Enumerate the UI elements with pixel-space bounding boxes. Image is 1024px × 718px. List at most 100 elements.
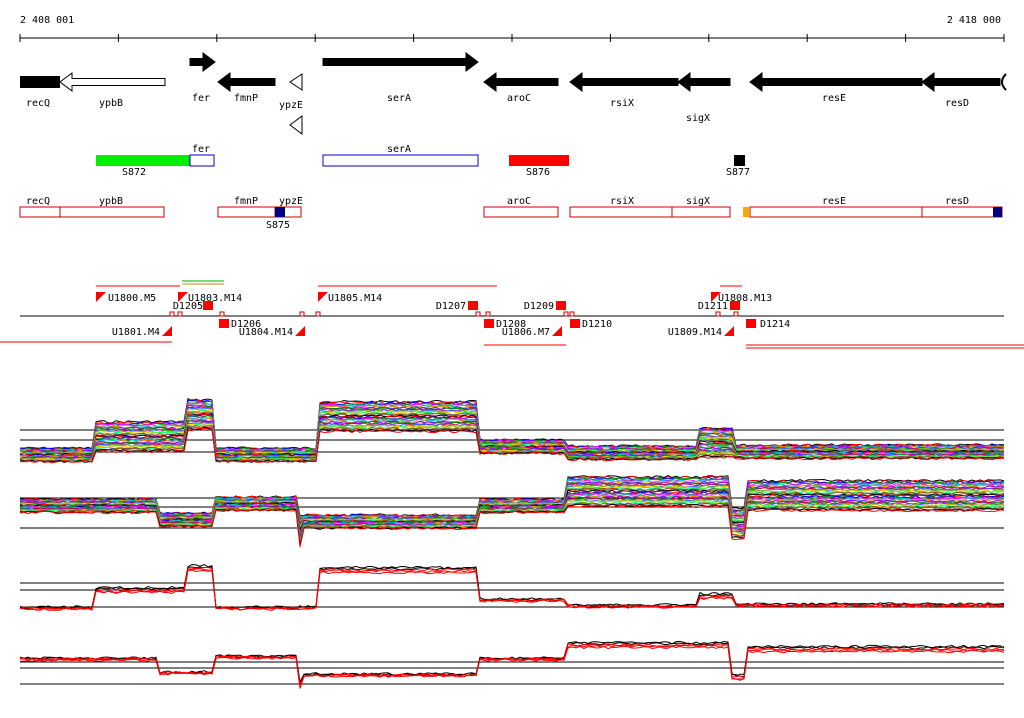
downshift-marker (730, 301, 740, 310)
gene-rsiX (569, 72, 679, 92)
outline-box-ypbB (59, 206, 165, 218)
ruler-end-coordinate: 2 418 000 (947, 15, 1001, 26)
expression-profile-line (19, 427, 1005, 464)
outline-box-rsiX (569, 206, 673, 218)
shift-connector (177, 311, 183, 317)
gene-label-resD: resD (945, 98, 969, 109)
downshift-marker (556, 301, 566, 310)
outline-label-ypzE: ypzE (279, 196, 303, 207)
upshift-marker (711, 292, 721, 302)
shift-connector (299, 311, 305, 317)
gene-label-fmnP: fmnP (234, 93, 258, 104)
outline-box-sigX (671, 206, 731, 218)
outline-label-resD: resD (945, 196, 969, 207)
outline-label-resE: resE (822, 196, 846, 207)
outline-box-fmnP (217, 206, 276, 218)
gene-label-ypzE: ypzE (279, 100, 303, 111)
gene-aroC (483, 72, 559, 92)
outline-label-S875: S875 (266, 220, 290, 231)
downshift-marker (746, 319, 756, 328)
downshift-marker (468, 301, 478, 310)
upshift-label: U1808.M13 (718, 293, 772, 304)
segment-serA-box (322, 154, 479, 167)
gene-recQ (20, 76, 60, 88)
downshift-marker (203, 301, 213, 310)
expression-profiles (19, 397, 1005, 689)
outline-marker-blue (275, 207, 285, 217)
expression-profile-line (20, 645, 1005, 689)
gene-resD (921, 72, 1001, 92)
gene-edge-mark (1001, 73, 1007, 91)
gene-fer (189, 52, 216, 72)
expression-panel (19, 397, 1005, 464)
segment-green (96, 155, 190, 166)
gene-label-fer: fer (192, 93, 210, 104)
upshift-label: U1805.M14 (328, 293, 382, 304)
downshift-marker (484, 319, 494, 328)
segment-label-serA: serA (387, 144, 411, 155)
gene-label-recQ: recQ (26, 98, 50, 109)
shift-connector (169, 311, 175, 317)
expression-profile-line (19, 644, 1005, 687)
upshift-label: U1809.M14 (668, 327, 722, 338)
gene-resE (749, 72, 923, 92)
downshift-label: D1211 (698, 301, 728, 312)
outline-box-aroC (483, 206, 559, 218)
expression-profile-line (19, 563, 1005, 609)
upshift-marker (162, 326, 172, 336)
gene-annotation-track: recQ ypbB fer fmnP ypzE serA aroC rsiX sigX resE r… (20, 52, 1007, 135)
outline-marker-blue-2 (993, 207, 1002, 217)
gene-label-rsiX: rsiX (610, 98, 634, 109)
gene-label-serA: serA (387, 93, 411, 104)
segment-label-fer: fer (192, 144, 210, 155)
upshift-label: U1801.M4 (112, 327, 160, 338)
shift-connector (569, 311, 575, 317)
outline-label-aroC: aroC (507, 196, 531, 207)
outline-label-fmnP: fmnP (234, 196, 258, 207)
downshift-label: D1214 (760, 319, 790, 330)
segment-red (509, 155, 569, 166)
gene-serA (322, 52, 479, 72)
downshift-label: D1208 (496, 319, 526, 330)
outline-gene-track: recQ ypbB fmnP ypzE aroC rsiX sigX resE resD S875 (19, 196, 1003, 231)
segment-label-S872: S872 (122, 167, 146, 178)
downshift-label: D1206 (231, 319, 261, 330)
expression-profile-line (19, 496, 1005, 539)
expression-profile-line (19, 567, 1005, 611)
ruler-ticks (19, 34, 1005, 42)
expression-profile-line (19, 566, 1005, 610)
upshift-marker (724, 326, 734, 336)
shift-connector (715, 311, 721, 317)
ruler-start-coordinate: 2 408 001 (20, 15, 74, 26)
upshift-marker (318, 292, 328, 302)
outline-label-recQ: recQ (26, 196, 50, 207)
upshift-marker (178, 292, 188, 302)
outline-box-resD (921, 206, 1003, 218)
outline-marker-orange (743, 207, 749, 217)
downshift-label: D1210 (582, 319, 612, 330)
gene-ypzE (289, 73, 303, 91)
expression-profile-line (19, 504, 1005, 548)
expression-profile-line (19, 490, 1005, 534)
expression-profile-line (19, 569, 1005, 611)
segment-label-S876: S876 (526, 167, 550, 178)
outline-label-rsiX: rsiX (610, 196, 634, 207)
segment-fer-box (189, 154, 215, 167)
gene-ypbB (59, 72, 166, 92)
gene-fmnP (217, 72, 276, 92)
upshift-label: U1800.M5 (108, 293, 156, 304)
shift-connector (733, 311, 739, 317)
expression-profile-line (19, 642, 1005, 686)
upshift-label: U1804.M14 (239, 327, 293, 338)
outline-label-sigX: sigX (686, 196, 710, 207)
segment-track: fer serA S872 S876 S877 (96, 144, 750, 178)
outline-label-ypbB: ypbB (99, 196, 123, 207)
upshift-label: U1806.M7 (502, 327, 550, 338)
expression-panel (19, 640, 1005, 689)
segment-label-S877: S877 (726, 167, 750, 178)
gene-label-sigX: sigX (686, 113, 710, 124)
shift-connector (563, 311, 569, 317)
expression-profile-line (19, 501, 1005, 545)
gene-ypzE-2 (289, 115, 303, 135)
